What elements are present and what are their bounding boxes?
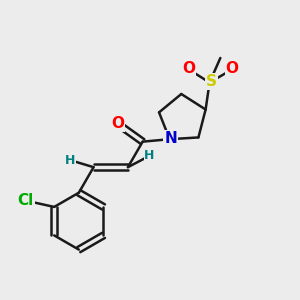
Text: H: H xyxy=(65,154,75,167)
Text: H: H xyxy=(144,149,155,162)
Text: N: N xyxy=(164,131,177,146)
Text: O: O xyxy=(182,61,195,76)
Text: Cl: Cl xyxy=(18,193,34,208)
Text: S: S xyxy=(206,74,217,89)
Text: O: O xyxy=(112,116,124,131)
Text: O: O xyxy=(226,61,238,76)
